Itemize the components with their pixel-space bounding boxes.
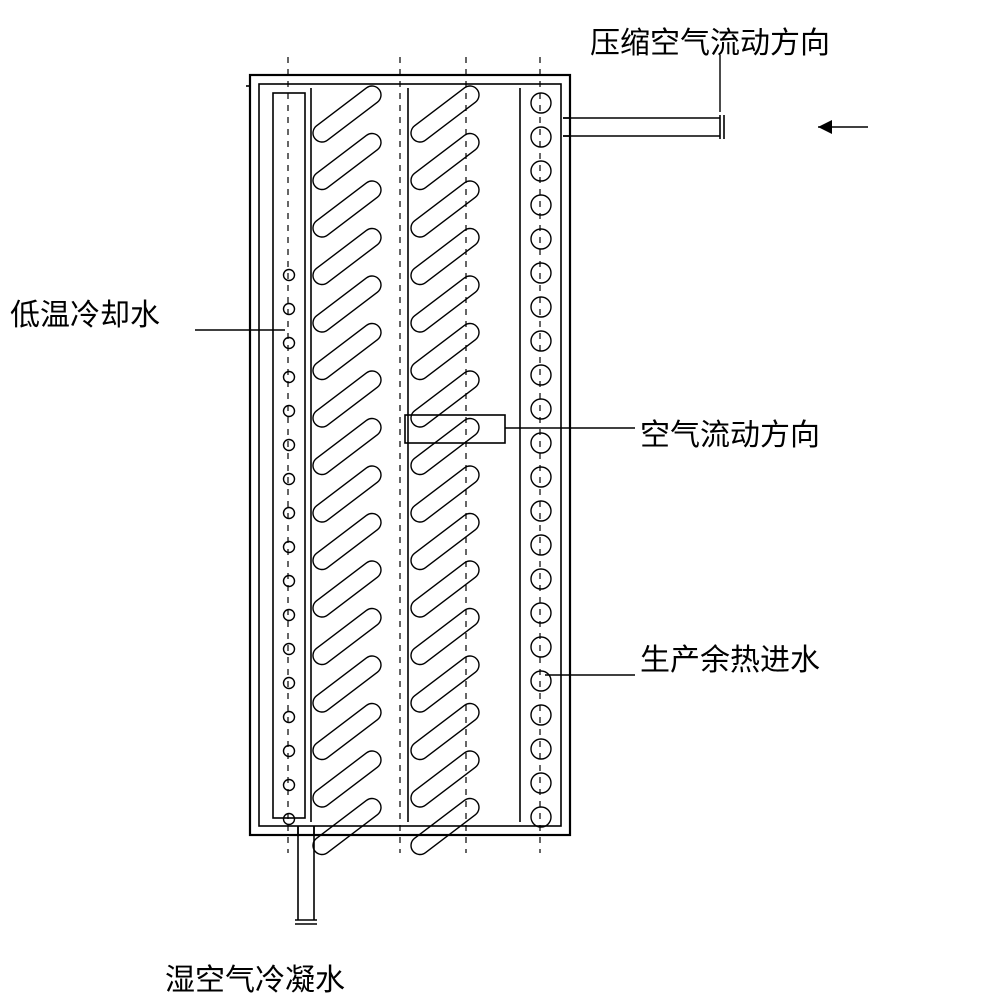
right-tube-3 bbox=[531, 195, 551, 215]
label-cooling-water: 低温冷却水 bbox=[10, 290, 160, 334]
right-tube-2 bbox=[531, 161, 551, 181]
right-tube-13 bbox=[531, 535, 551, 555]
right-tube-6 bbox=[531, 297, 551, 317]
left-tube-3 bbox=[284, 372, 295, 383]
left-tube-2 bbox=[284, 338, 295, 349]
left-tube-16 bbox=[284, 814, 295, 825]
right-tube-20 bbox=[531, 773, 551, 793]
left-tube-4 bbox=[284, 406, 295, 417]
left-tube-10 bbox=[284, 610, 295, 621]
left-column-rect bbox=[273, 93, 305, 818]
right-tube-5 bbox=[531, 263, 551, 283]
right-tube-0 bbox=[531, 93, 551, 113]
right-tube-15 bbox=[531, 603, 551, 623]
left-tube-11 bbox=[284, 644, 295, 655]
right-tube-11 bbox=[531, 467, 551, 487]
left-tube-15 bbox=[284, 780, 295, 791]
label-airflow: 空气流动方向 bbox=[640, 410, 820, 454]
right-tube-16 bbox=[531, 637, 551, 657]
right-tube-19 bbox=[531, 739, 551, 759]
right-tube-7 bbox=[531, 331, 551, 351]
right-tube-17 bbox=[531, 671, 551, 691]
vessel-outer bbox=[250, 75, 570, 835]
left-tube-13 bbox=[284, 712, 295, 723]
left-tube-5 bbox=[284, 440, 295, 451]
right-tube-14 bbox=[531, 569, 551, 589]
label-compressed-air: 压缩空气流动方向 bbox=[590, 18, 830, 62]
right-tube-4 bbox=[531, 229, 551, 249]
left-tube-7 bbox=[284, 508, 295, 519]
right-tube-12 bbox=[531, 501, 551, 521]
right-tube-1 bbox=[531, 127, 551, 147]
label-condensate: 湿空气冷凝水 bbox=[165, 955, 345, 999]
label-waste-heat: 生产余热进水 bbox=[640, 635, 820, 679]
right-tube-21 bbox=[531, 807, 551, 827]
left-tube-0 bbox=[284, 270, 295, 281]
left-tube-14 bbox=[284, 746, 295, 757]
left-tube-1 bbox=[284, 304, 295, 315]
left-tube-8 bbox=[284, 542, 295, 553]
top-arrow-head bbox=[818, 120, 832, 134]
left-tube-9 bbox=[284, 576, 295, 587]
left-tube-6 bbox=[284, 474, 295, 485]
right-tube-18 bbox=[531, 705, 551, 725]
right-tube-9 bbox=[531, 399, 551, 419]
right-tube-8 bbox=[531, 365, 551, 385]
mid-leader-box bbox=[405, 415, 505, 443]
left-tube-12 bbox=[284, 678, 295, 689]
right-tube-10 bbox=[531, 433, 551, 453]
